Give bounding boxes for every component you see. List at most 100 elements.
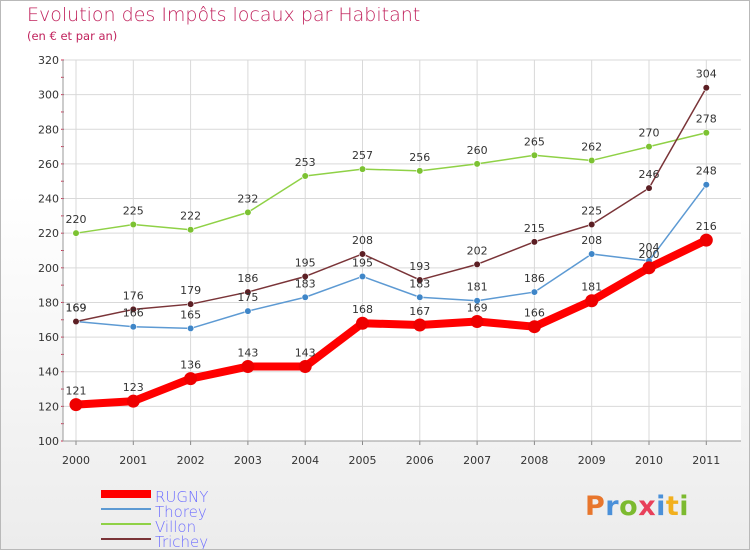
data-point-villon xyxy=(187,226,195,234)
logo-letter: i xyxy=(679,491,690,522)
grid-layer xyxy=(63,59,741,442)
data-point-rugny xyxy=(699,233,713,247)
data-point-villon xyxy=(129,220,137,229)
data-label-rugny: 167 xyxy=(409,305,430,318)
data-label-villon: 260 xyxy=(467,144,488,157)
data-label-trichey: 246 xyxy=(639,168,660,181)
x-tick-label: 2006 xyxy=(406,454,434,467)
x-tick-label: 2000 xyxy=(62,454,90,467)
data-point-trichey xyxy=(301,272,309,281)
data-point-rugny xyxy=(69,398,83,412)
data-label-villon: 256 xyxy=(409,151,430,164)
logo-letter: r xyxy=(605,491,620,522)
y-tick-label: 240 xyxy=(38,193,59,206)
plot-area xyxy=(63,60,741,441)
data-point-villon xyxy=(72,229,80,237)
data-label-thorey: 183 xyxy=(409,277,430,290)
data-label-villon: 265 xyxy=(524,135,545,148)
data-label-rugny: 181 xyxy=(581,281,602,294)
logo-letter: o xyxy=(619,491,639,522)
x-tick-label: 2010 xyxy=(635,454,663,467)
logo-letter: i xyxy=(656,491,666,522)
logo-letter: x xyxy=(638,491,657,522)
data-label-thorey: 181 xyxy=(467,281,488,294)
x-tick-label: 2001 xyxy=(119,454,147,467)
data-point-thorey xyxy=(588,250,596,258)
data-label-trichey: 169 xyxy=(66,302,87,315)
y-tick-label: 320 xyxy=(38,54,59,67)
data-label-thorey: 186 xyxy=(524,272,545,285)
series-layer xyxy=(69,84,713,412)
data-label-villon: 257 xyxy=(352,149,373,162)
data-label-thorey: 208 xyxy=(581,234,602,247)
x-tick-label: 2011 xyxy=(692,454,720,467)
legend-label: Trichey xyxy=(155,533,209,550)
y-tick-label: 280 xyxy=(38,123,59,136)
data-point-trichey xyxy=(416,276,424,284)
data-label-villon: 220 xyxy=(66,213,87,226)
x-tick-label: 2003 xyxy=(234,454,262,467)
data-point-thorey xyxy=(244,307,252,315)
data-label-rugny: 143 xyxy=(237,347,258,360)
data-label-thorey: 183 xyxy=(295,277,316,290)
series-line-rugny xyxy=(72,236,711,409)
x-tick-label: 2002 xyxy=(177,454,205,467)
data-label-rugny: 136 xyxy=(180,359,201,372)
data-point-rugny xyxy=(241,360,255,374)
data-point-villon xyxy=(588,156,596,165)
data-point-trichey xyxy=(129,305,137,313)
data-label-thorey: 195 xyxy=(352,256,373,269)
data-label-trichey: 186 xyxy=(237,272,258,285)
data-label-rugny: 216 xyxy=(696,220,717,233)
data-point-rugny xyxy=(298,360,312,374)
data-point-villon xyxy=(416,167,424,175)
data-label-trichey: 176 xyxy=(123,289,144,302)
data-point-trichey xyxy=(530,238,539,246)
data-label-rugny: 169 xyxy=(467,302,488,315)
proxiti-logo: Proxiti xyxy=(585,491,689,522)
data-point-trichey xyxy=(244,288,252,296)
legend-label: Villon xyxy=(155,518,197,536)
x-tick-label: 2005 xyxy=(349,454,377,467)
x-tick-label: 2004 xyxy=(291,454,319,467)
series-line-villon xyxy=(75,131,708,234)
data-label-thorey: 248 xyxy=(696,165,717,178)
x-tick-label: 2008 xyxy=(520,454,548,467)
data-label-villon: 222 xyxy=(180,210,201,223)
logo-letter: P xyxy=(585,491,606,522)
data-label-rugny: 121 xyxy=(66,385,87,398)
data-point-villon xyxy=(645,142,653,151)
data-point-villon xyxy=(358,165,367,173)
y-tick-label: 120 xyxy=(38,400,59,413)
data-label-rugny: 200 xyxy=(639,248,660,261)
data-label-layer: 220 225 222 232 253 257 256 260 265 262 270 278 169 1… xyxy=(66,68,717,398)
x-tick-label: 2009 xyxy=(578,454,606,467)
series-line-trichey xyxy=(75,86,708,323)
series-line-thorey xyxy=(75,183,708,330)
data-point-rugny xyxy=(356,316,369,330)
data-point-rugny xyxy=(126,394,140,408)
y-tick-label: 140 xyxy=(38,366,59,379)
data-point-thorey xyxy=(129,323,137,331)
data-point-rugny xyxy=(413,318,427,332)
data-label-trichey: 195 xyxy=(295,256,316,269)
legend-swatch xyxy=(101,523,151,525)
y-tick-label: 260 xyxy=(38,158,59,171)
data-point-trichey xyxy=(645,184,653,192)
legend-swatch xyxy=(101,490,151,498)
data-point-thorey xyxy=(358,272,367,281)
data-point-trichey xyxy=(702,84,710,92)
y-tick-label: 200 xyxy=(38,262,59,275)
data-label-villon: 278 xyxy=(696,113,717,126)
data-point-thorey xyxy=(702,181,710,189)
data-label-villon: 232 xyxy=(237,192,258,205)
legend-label: Thorey xyxy=(155,503,207,521)
data-label-rugny: 123 xyxy=(123,381,144,394)
chart-subtitle: (en € et par an) xyxy=(27,29,118,43)
data-point-thorey xyxy=(416,293,424,301)
data-point-thorey xyxy=(530,288,539,296)
data-label-trichey: 215 xyxy=(524,222,545,235)
data-label-thorey: 165 xyxy=(180,308,201,321)
data-label-trichey: 208 xyxy=(352,234,373,247)
